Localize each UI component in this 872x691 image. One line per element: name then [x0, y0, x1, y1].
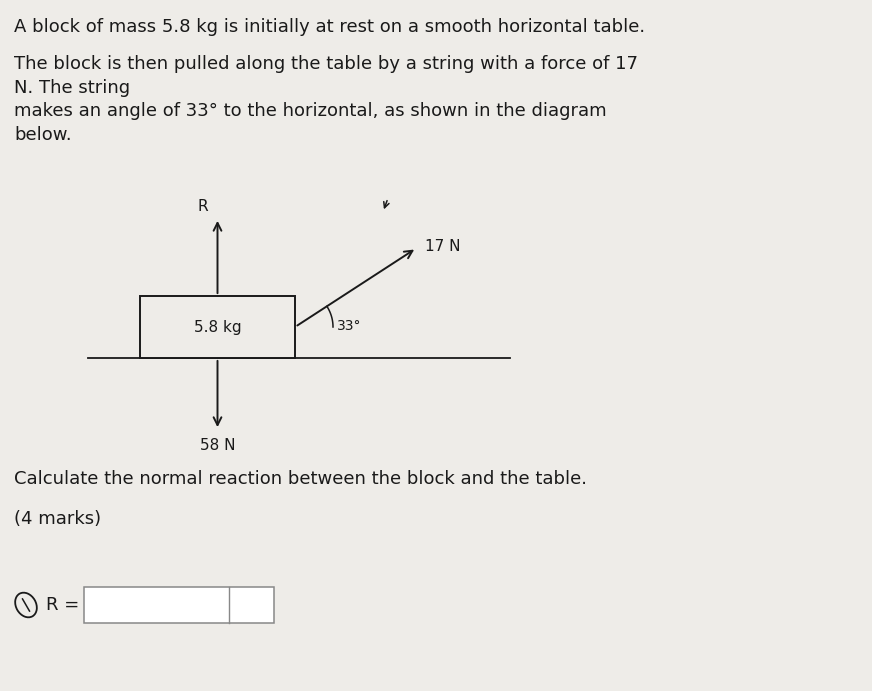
Text: R: R: [197, 199, 208, 214]
Text: 5.8 kg: 5.8 kg: [194, 319, 242, 334]
FancyBboxPatch shape: [84, 587, 274, 623]
Text: 33°: 33°: [337, 319, 362, 333]
Text: N: N: [244, 596, 258, 614]
Text: R =: R =: [46, 596, 79, 614]
Text: Calculate the normal reaction between the block and the table.: Calculate the normal reaction between th…: [14, 470, 587, 488]
Text: (4 marks): (4 marks): [14, 510, 101, 528]
Text: 17 N: 17 N: [425, 238, 460, 254]
Text: A block of mass 5.8 kg is initially at rest on a smooth horizontal table.: A block of mass 5.8 kg is initially at r…: [14, 18, 645, 36]
Text: 58 N: 58 N: [200, 438, 235, 453]
FancyBboxPatch shape: [140, 296, 295, 358]
Ellipse shape: [15, 593, 37, 617]
Text: The block is then pulled along the table by a string with a force of 17
N. The s: The block is then pulled along the table…: [14, 55, 638, 144]
